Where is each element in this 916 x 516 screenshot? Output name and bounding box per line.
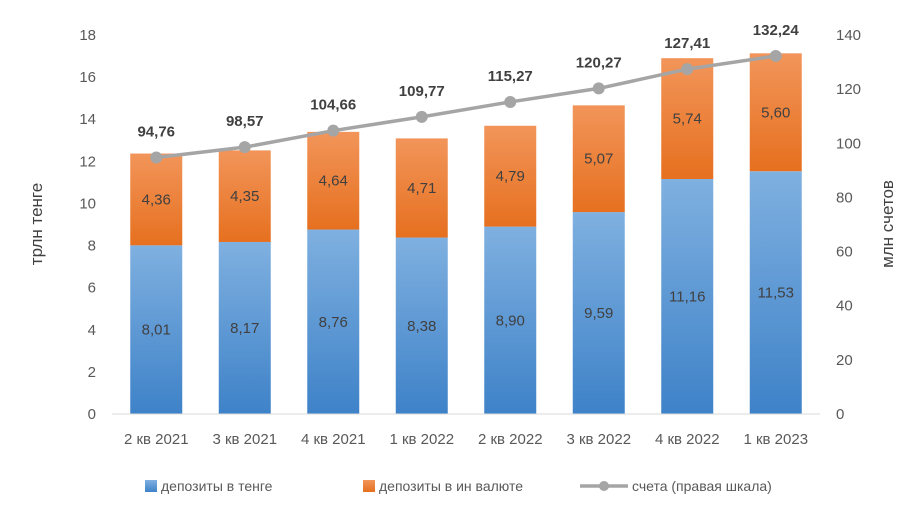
line-layer: 94,76 98,57 104,66 109,77 115,27 120,27 127,41… [137, 22, 800, 164]
bar-deposits-fx [307, 131, 360, 230]
right-axis-title: млн счетов [878, 180, 897, 268]
x-tick-label: 4 кв 2022 [655, 431, 720, 448]
x-tick-label: 1 кв 2023 [743, 431, 808, 448]
accounts-point [327, 124, 340, 137]
left-tick-label: 4 [88, 322, 96, 339]
bar-deposits-tenge [484, 226, 537, 414]
bar-value-label-tenge: 11,16 [669, 289, 705, 306]
accounts-point [681, 63, 694, 76]
right-tick-label: 60 [836, 244, 853, 261]
bar-value-label-fx: 4,35 [230, 188, 259, 205]
accounts-point [238, 141, 251, 154]
bar-value-label-tenge: 8,90 [496, 312, 525, 329]
accounts-value-label: 127,41 [664, 35, 710, 52]
left-axis-title: трлн тенге [27, 183, 46, 265]
bar-value-label-tenge: 8,76 [319, 314, 348, 331]
left-tick-label: 10 [79, 195, 96, 212]
x-tick-label: 3 кв 2022 [566, 431, 631, 448]
left-tick-label: 8 [88, 238, 96, 255]
accounts-value-label: 120,27 [576, 54, 622, 71]
left-tick-label: 2 [88, 364, 96, 381]
bar-value-label-fx: 5,60 [761, 104, 790, 121]
accounts-point [150, 151, 163, 164]
left-tick-label: 18 [79, 27, 96, 44]
left-tick-label: 6 [88, 280, 96, 297]
x-tick-label: 4 кв 2021 [301, 431, 366, 448]
x-tick-label: 2 кв 2022 [478, 431, 543, 448]
bar-value-label-fx: 5,07 [584, 151, 613, 168]
accounts-value-label: 104,66 [310, 97, 356, 114]
accounts-point [592, 82, 605, 95]
accounts-value-label: 132,24 [753, 22, 800, 39]
bar-deposits-tenge [395, 237, 448, 414]
bar-deposits-tenge [661, 179, 714, 414]
legend-item-deposits-fx: депозиты в ин валюте [363, 478, 523, 494]
left-tick-label: 14 [79, 111, 96, 128]
legend-marker [599, 481, 609, 491]
bar-deposits-fx [749, 53, 802, 172]
bar-deposits-tenge [218, 241, 271, 414]
right-tick-label: 0 [836, 406, 844, 423]
x-tick-label: 3 кв 2021 [212, 431, 277, 448]
bar-deposits-tenge [307, 229, 360, 414]
bar-deposits-tenge [572, 212, 625, 414]
right-tick-label: 80 [836, 189, 853, 206]
bar-deposits-fx [484, 125, 537, 227]
right-tick-label: 20 [836, 352, 853, 369]
accounts-line [156, 54, 777, 160]
bar-value-label-tenge: 8,17 [230, 320, 259, 337]
bar-value-label-fx: 4,71 [407, 180, 436, 197]
bar-value-label-tenge: 8,38 [407, 318, 436, 335]
bar-value-label-fx: 4,36 [142, 191, 171, 208]
bar-deposits-fx [572, 105, 625, 213]
bar-value-label-tenge: 8,01 [142, 322, 171, 339]
left-tick-label: 12 [79, 153, 96, 170]
right-tick-label: 140 [836, 27, 861, 44]
bar-value-label-tenge: 9,59 [584, 305, 613, 322]
bar-value-label-tenge: 11,53 [758, 285, 794, 302]
bar-value-label-fx: 4,79 [496, 168, 525, 185]
x-axis-labels: 2 кв 2021 3 кв 2021 4 кв 2021 1 кв 2022 2 кв… [124, 431, 808, 448]
bar-deposits-tenge [130, 245, 183, 414]
x-tick-label: 2 кв 2021 [124, 431, 189, 448]
legend-label-deposits-tenge: депозиты в тенге [161, 478, 273, 494]
left-tick-label: 16 [79, 69, 96, 86]
x-tick-label: 1 кв 2022 [389, 431, 454, 448]
right-tick-label: 40 [836, 298, 853, 315]
accounts-value-label: 94,76 [137, 123, 175, 140]
bar-deposits-tenge [749, 171, 802, 414]
bar-value-label-fx: 4,64 [319, 173, 348, 190]
bar-deposits-fx [395, 138, 448, 238]
bar-deposits-fx [661, 58, 714, 180]
accounts-point [504, 95, 517, 108]
bar-deposits-fx [130, 153, 183, 246]
right-tick-label: 100 [836, 135, 861, 152]
legend-label-accounts: счета (правая шкала) [632, 478, 772, 494]
left-tick-label: 0 [88, 406, 96, 423]
legend-item-deposits-tenge: депозиты в тенге [145, 478, 273, 494]
legend-label-deposits-fx: депозиты в ин валюте [379, 478, 523, 494]
accounts-point [769, 50, 782, 63]
accounts-point [415, 110, 428, 123]
right-axis-ticks: 0 20 40 60 80 100 120 140 [836, 27, 861, 423]
accounts-value-label: 98,57 [226, 113, 264, 130]
left-axis-ticks: 0 2 4 6 8 10 12 14 16 18 [79, 27, 96, 423]
legend-swatch-orange [363, 480, 375, 492]
bars-layer [130, 53, 802, 414]
right-tick-label: 120 [836, 81, 861, 98]
legend: депозиты в тенге депозиты в ин валюте сч… [145, 478, 772, 494]
accounts-value-label: 115,27 [488, 68, 533, 85]
legend-item-accounts: счета (правая шкала) [580, 478, 772, 494]
segment-labels: 8,01 4,36 8,17 4,35 8,76 4,64 8,38 4,71 8,90 4,79… [142, 104, 794, 338]
bar-deposits-fx [218, 150, 271, 242]
legend-swatch-blue [145, 480, 157, 492]
bar-value-label-fx: 5,74 [673, 111, 702, 128]
accounts-value-label: 109,77 [399, 83, 445, 100]
